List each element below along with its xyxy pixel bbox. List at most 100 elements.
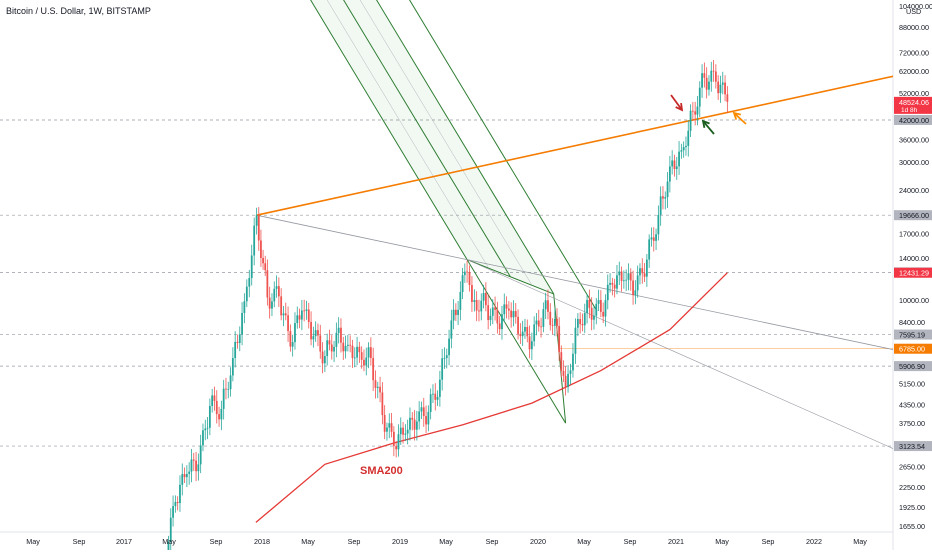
candle-body [457,309,460,316]
candle-body [202,430,204,446]
candle-body [618,271,621,276]
candle-body [253,225,256,256]
candle-body [666,181,669,198]
candle-body [673,160,676,170]
candle-body [260,240,262,258]
candle-body [176,502,179,504]
price-label-text: 12431.29 [899,269,929,278]
x-axis-tick-label: May [439,537,453,546]
candle-body [342,342,345,352]
candle-body [321,351,324,364]
candle-body [197,464,200,472]
candle-body [535,320,538,325]
candle-body [475,300,478,311]
candle-body [468,272,471,285]
price-label-box [894,210,932,221]
candle-body [581,324,584,326]
candle-body [432,393,434,395]
candle-body [271,301,273,309]
pitchfork-handle-left [466,259,567,424]
candle-body [540,326,542,328]
candle-body [314,330,317,337]
candle-body [650,237,653,240]
y-axis-tick-label: 30000.00 [899,158,929,167]
candle-body [489,315,492,321]
price-label-countdown: 1d 8h [901,107,918,114]
y-axis-tick-label: 10000.00 [899,296,929,305]
candle-body [671,160,674,167]
y-axis-tick-label: 1925.00 [899,503,925,512]
candle-body [291,342,294,347]
y-axis-tick-label: 24000.00 [899,186,929,195]
candle-body [501,314,503,330]
price-label-text: 42000.00 [899,116,929,125]
candle-body [330,344,333,352]
candle-body [657,214,660,235]
currency-label: USD [906,7,921,16]
price-label-box [894,441,932,452]
candle-body [234,341,237,359]
candle-body [369,347,372,359]
candle-body [225,388,227,390]
candle-body [496,309,499,324]
candle-body [459,292,462,310]
candle-body [689,110,692,131]
candle-body [680,150,683,152]
x-axis-tick-label: May [853,537,867,546]
candle-body [556,318,558,326]
candle-body [236,341,239,344]
candle-body [494,307,496,310]
candle-body [514,311,517,317]
red-arrow [670,94,683,111]
y-axis-tick-label: 17000.00 [899,229,929,238]
price-label-text: 3123.54 [899,442,925,451]
pitchfork-base [466,259,554,295]
candle-body [298,315,301,320]
candle-body [399,427,402,435]
candle-body [629,273,632,281]
candle-body [634,290,637,296]
orange-arrow-head [732,111,742,120]
candle-body [181,474,184,485]
candle-body [296,315,299,324]
candle-body [717,81,720,94]
candle-body [243,301,246,313]
candle-body [611,282,614,285]
candle-body [264,263,267,271]
candle-body [273,288,276,302]
y-axis-tick-label: 62000.00 [899,67,929,76]
candle-body [622,280,625,282]
y-axis-tick-label: 104000.00 [899,2,932,11]
candle-body [579,318,582,325]
x-axis-tick-label: Sep [348,537,361,546]
downtrend-line-steep [466,259,894,449]
downtrend-line [256,214,894,350]
candle-body [696,106,699,115]
candle-body [609,282,611,285]
y-axis-tick-label: 2650.00 [899,463,925,472]
pitchfork-quarter-line [326,0,489,269]
pitchfork-quarter-line [359,0,533,286]
candle-body [220,408,223,420]
candle-body [241,312,243,335]
candle-body [185,474,188,478]
candle-body [466,271,468,273]
candle-body [714,71,717,82]
price-label-text: 19666.00 [899,211,929,220]
y-axis-tick-label: 88000.00 [899,23,929,32]
price-label-box [894,329,932,340]
candle-body [682,147,685,151]
candle-body [335,332,338,347]
candle-body [675,166,678,170]
candle-body [519,333,522,337]
y-axis-tick-label: 14000.00 [899,254,929,263]
candle-body [346,344,349,346]
candle-body [445,355,448,358]
candle-body [564,375,567,388]
candle-body [333,346,335,352]
candle-body [383,415,386,432]
candle-body [595,303,598,316]
candle-body [721,82,724,85]
